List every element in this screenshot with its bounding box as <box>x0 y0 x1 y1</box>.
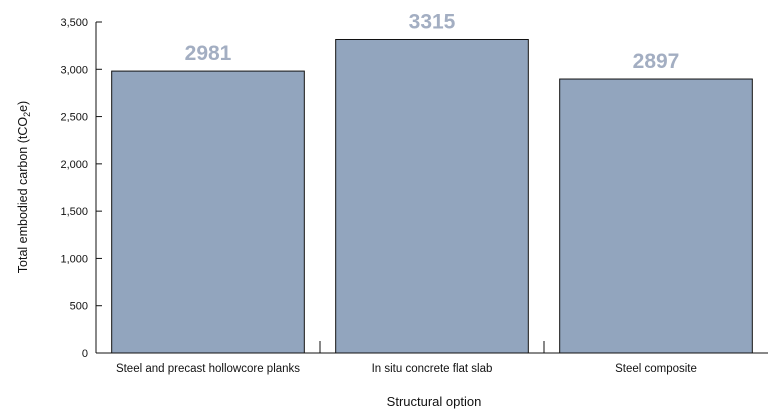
bar <box>559 78 753 354</box>
y-tick-label: 1,000 <box>60 253 88 265</box>
y-axis: 0 500 1,000 1,500 2,000 2,500 3,000 3,500 <box>60 17 102 360</box>
x-category-label: Steel composite <box>615 363 697 375</box>
x-category-label: Steel and precast hollowcore planks <box>116 363 300 375</box>
y-axis-label-tail: e) <box>16 101 30 112</box>
bar-value-label: 2981 <box>185 42 232 65</box>
y-axis-label-subscript: 2 <box>22 112 32 117</box>
bars <box>111 38 753 354</box>
y-tick-label: 3,500 <box>60 17 88 29</box>
bar-value-label: 3315 <box>409 10 456 33</box>
x-category-label: In situ concrete flat slab <box>372 363 493 375</box>
bar <box>335 38 529 354</box>
y-tick-label: 0 <box>82 348 88 360</box>
bar <box>111 70 305 354</box>
data-labels: 2981 3315 2897 <box>185 10 680 73</box>
y-tick-label: 1,500 <box>60 206 88 218</box>
y-tick-label: 3,000 <box>60 64 88 76</box>
x-axis-label: Structural option <box>387 394 482 409</box>
y-tick-label: 2,000 <box>60 159 88 171</box>
y-tick-label: 2,500 <box>60 112 88 124</box>
y-tick-label: 500 <box>70 301 88 313</box>
y-axis-label: Total embodied carbon (tCO2e) <box>16 101 32 273</box>
bar-value-label: 2897 <box>633 50 680 73</box>
y-axis-label-main: Total embodied carbon (tCO <box>16 117 30 274</box>
